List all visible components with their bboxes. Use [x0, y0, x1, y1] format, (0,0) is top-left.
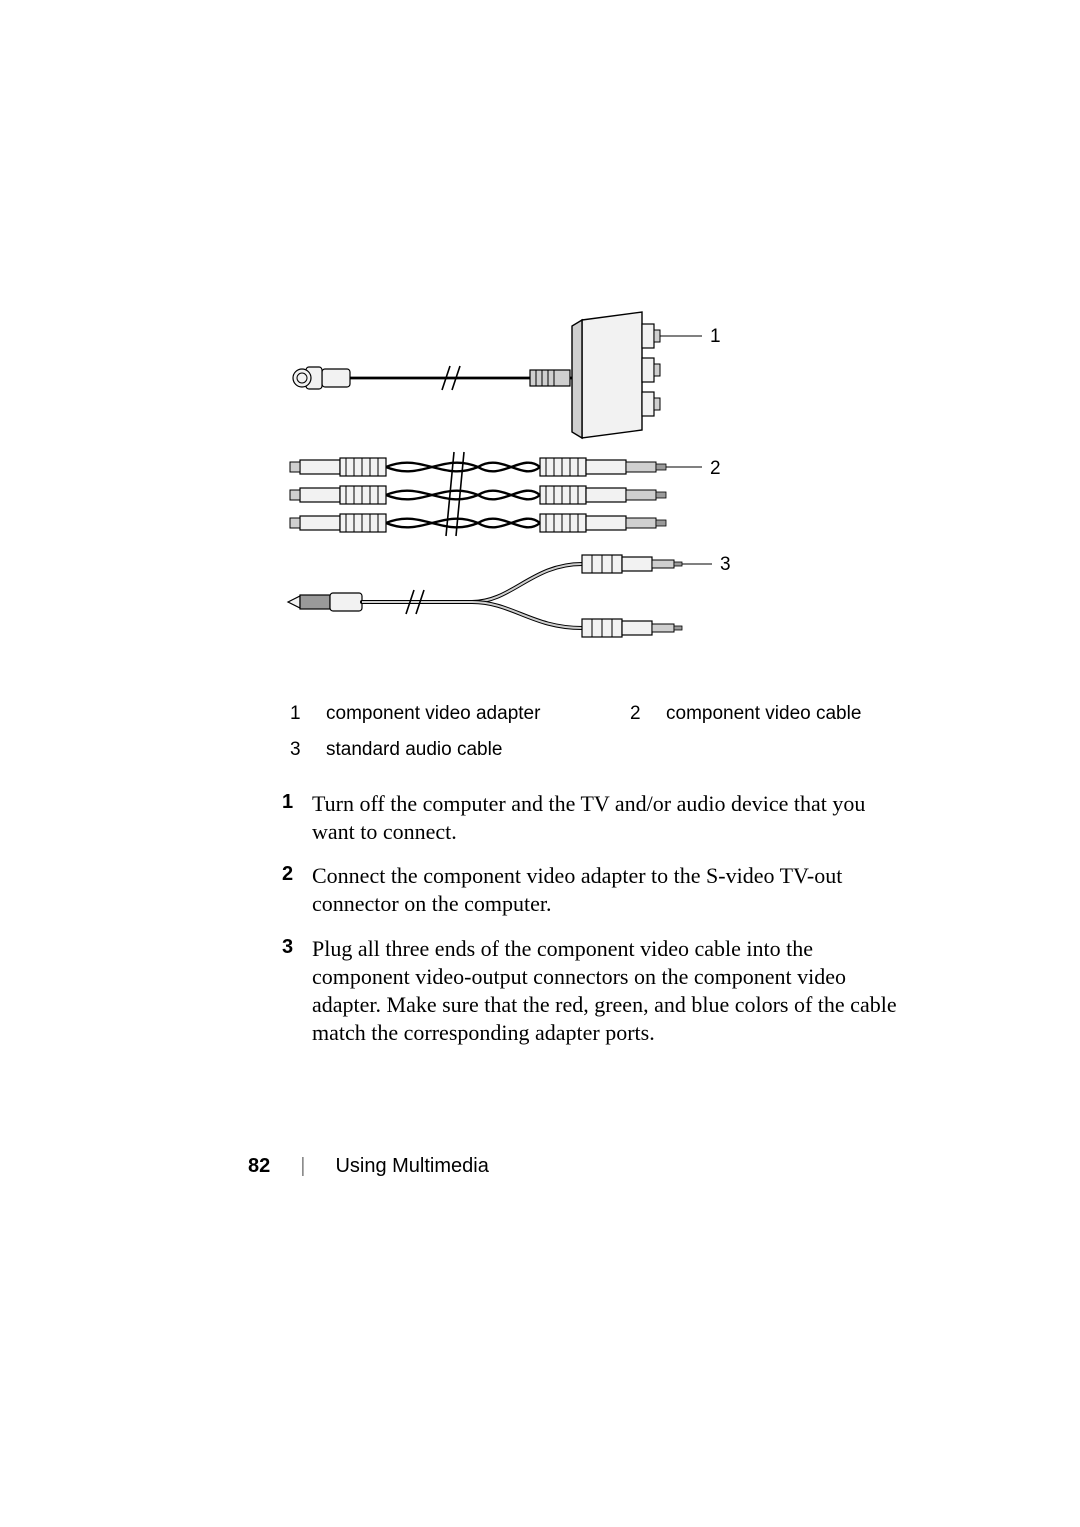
legend-num: 2	[630, 703, 666, 725]
legend-label: component video adapter	[326, 703, 540, 725]
diagram-svg	[282, 302, 752, 652]
legend-label: component video cable	[666, 703, 861, 725]
step-number: 3	[282, 935, 312, 1048]
legend-cell: 1 component video adapter	[290, 703, 630, 725]
diagram-legend: 1 component video adapter 2 component vi…	[290, 703, 910, 775]
diagram-callout-2: 2	[710, 458, 721, 480]
step-number: 1	[282, 790, 312, 846]
step-number: 2	[282, 862, 312, 918]
legend-row: 3 standard audio cable	[290, 739, 910, 761]
page-footer: 82 | Using Multimedia	[248, 1155, 489, 1178]
legend-num: 3	[290, 739, 326, 761]
step: 1 Turn off the computer and the TV and/o…	[282, 790, 904, 846]
footer-divider: |	[300, 1155, 305, 1178]
step-text: Plug all three ends of the component vid…	[312, 935, 904, 1048]
page-number: 82	[248, 1155, 270, 1178]
legend-row: 1 component video adapter 2 component vi…	[290, 703, 910, 725]
diagram-callout-3: 3	[720, 554, 731, 576]
legend-label: standard audio cable	[326, 739, 502, 761]
step: 2 Connect the component video adapter to…	[282, 862, 904, 918]
step-text: Connect the component video adapter to t…	[312, 862, 904, 918]
instruction-steps: 1 Turn off the computer and the TV and/o…	[282, 790, 904, 1063]
legend-cell: 2 component video cable	[630, 703, 970, 725]
legend-cell: 3 standard audio cable	[290, 739, 630, 761]
step-text: Turn off the computer and the TV and/or …	[312, 790, 904, 846]
page: 1 2 3 1 component video adapter 2 compon…	[0, 0, 1080, 1527]
legend-num: 1	[290, 703, 326, 725]
step: 3 Plug all three ends of the component v…	[282, 935, 904, 1048]
diagram-callout-1: 1	[710, 326, 721, 348]
cable-diagram: 1 2 3	[282, 302, 752, 652]
section-title: Using Multimedia	[335, 1155, 488, 1178]
